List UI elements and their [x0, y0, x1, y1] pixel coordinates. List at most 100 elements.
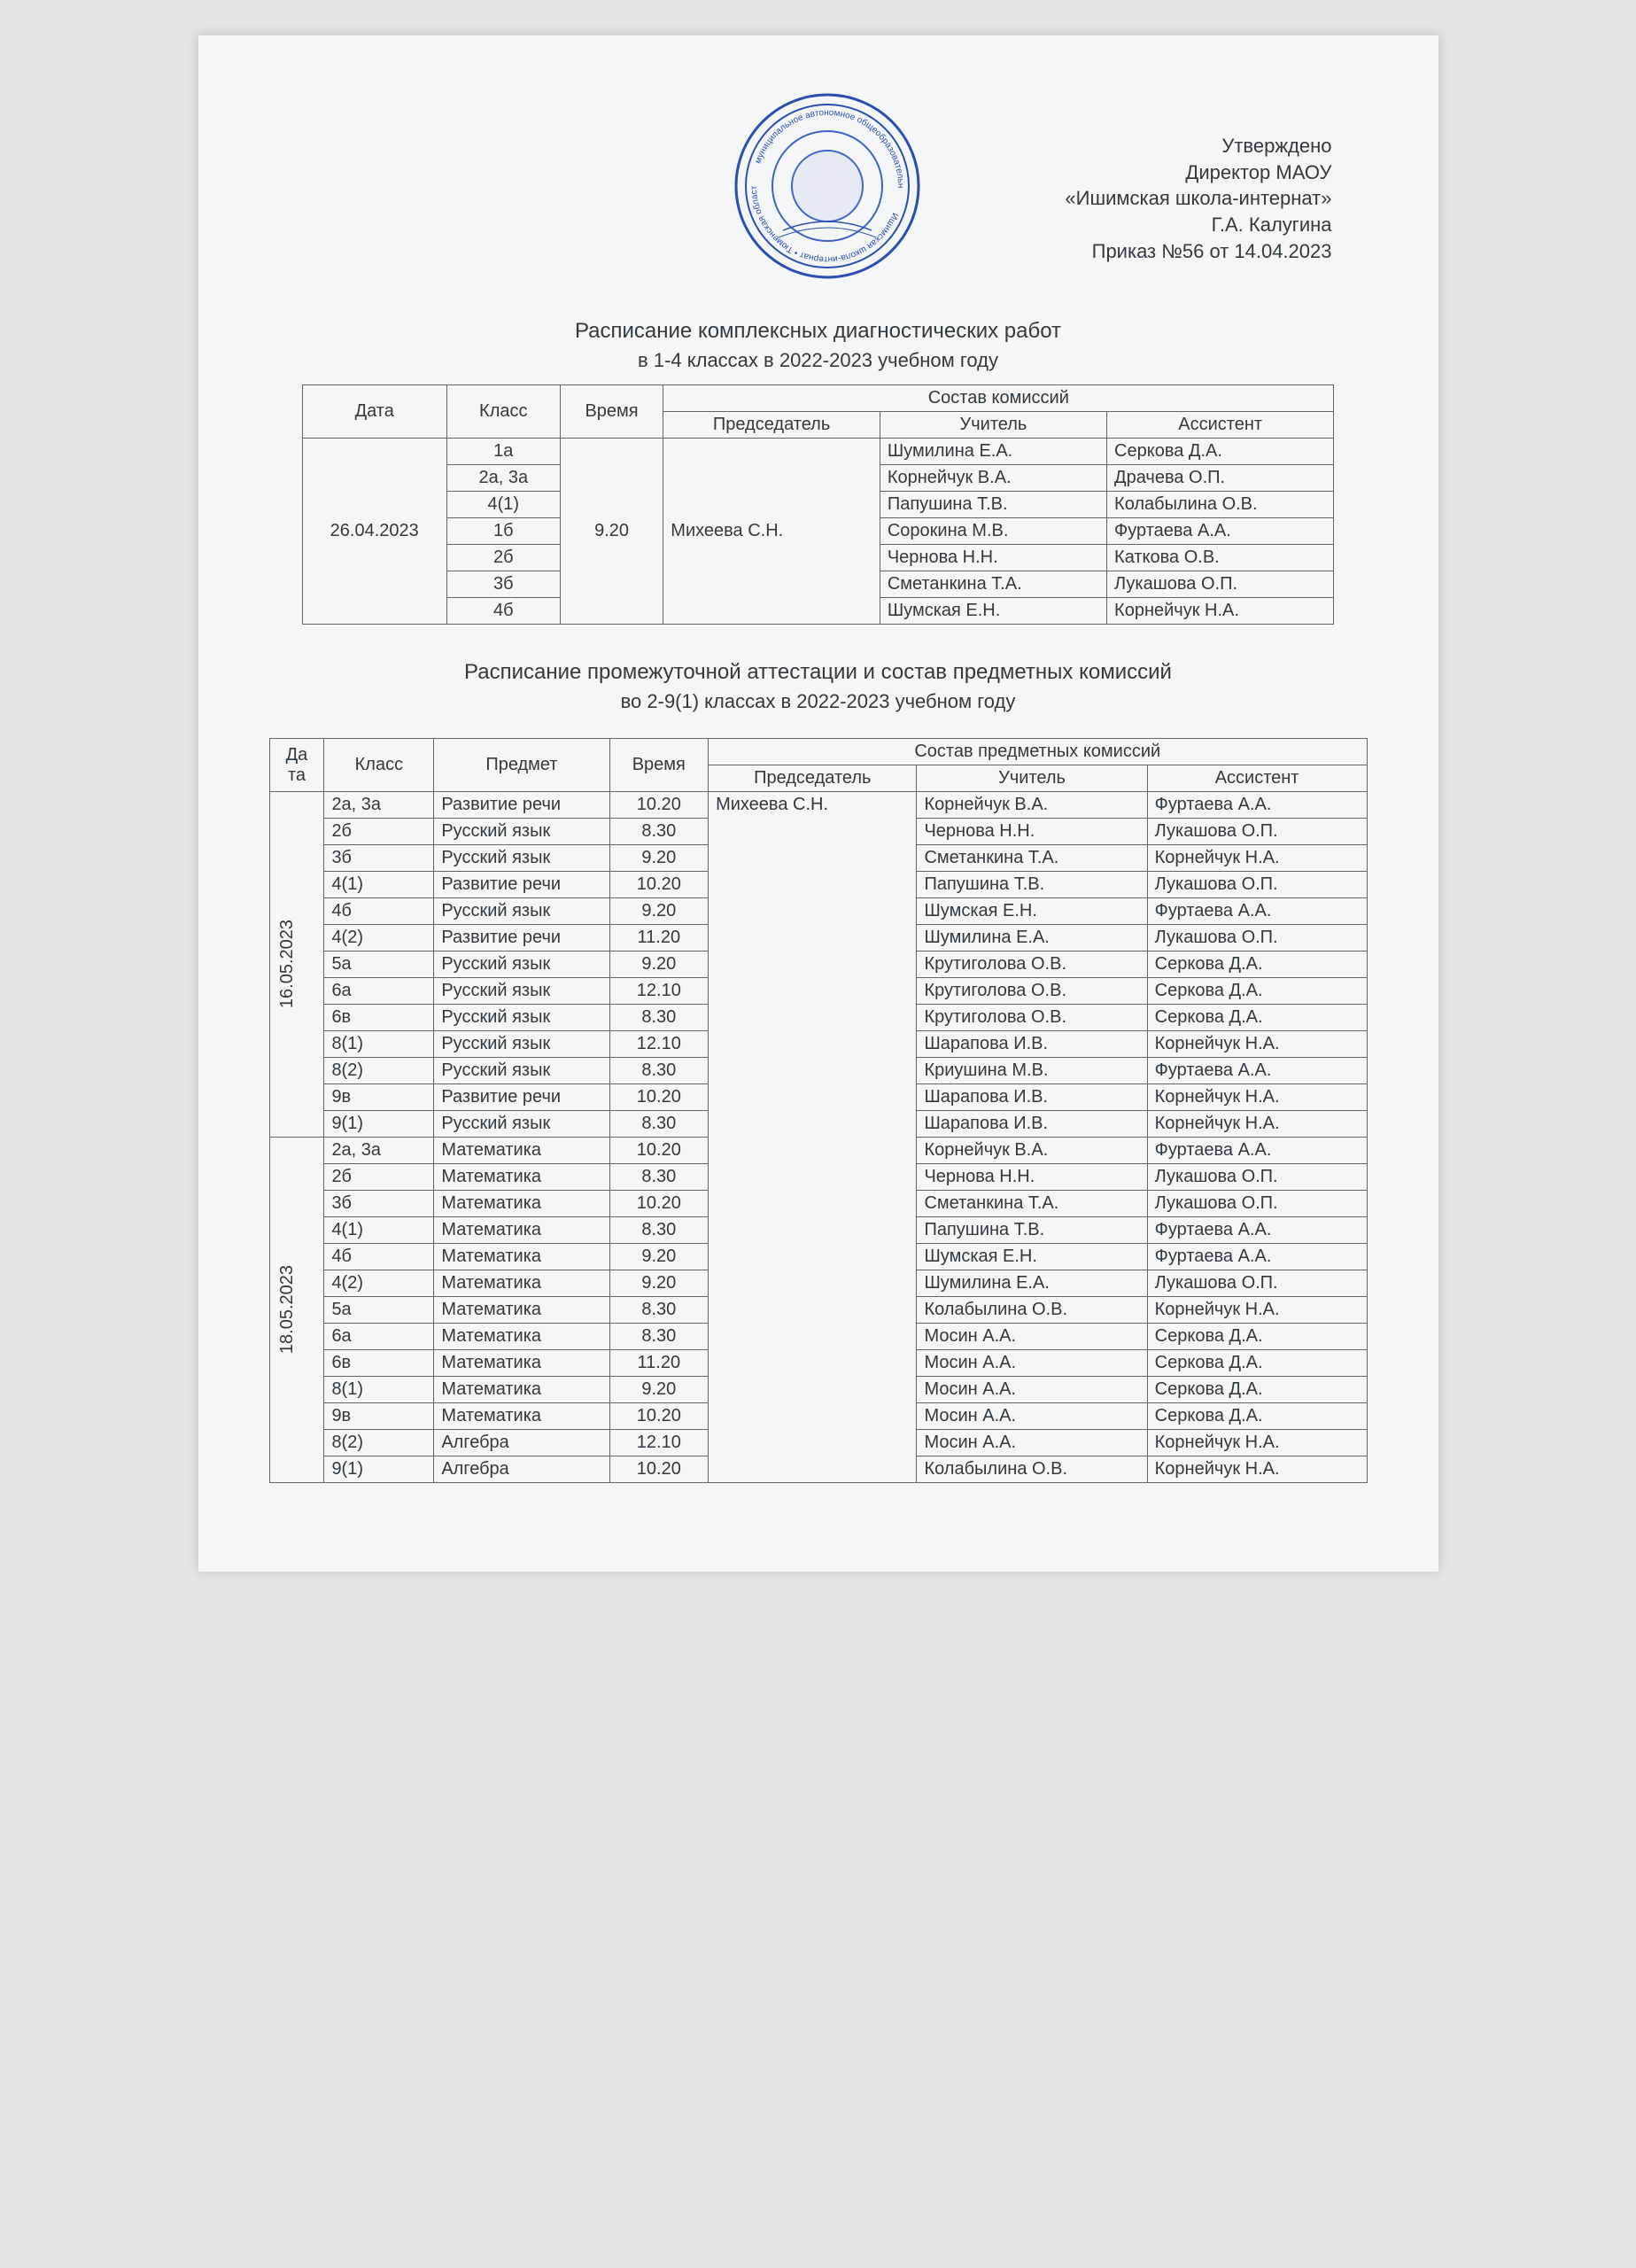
cell-teacher: Шумская Е.Н.	[917, 1244, 1147, 1270]
cell-time: 12.10	[609, 978, 709, 1005]
cell-chair: Михеева С.Н.	[663, 439, 880, 625]
cell-class: 6а	[324, 1324, 434, 1350]
cell-teacher: Шумилина Е.А.	[917, 1270, 1147, 1297]
col-time: Время	[560, 385, 663, 439]
cell-teacher: Шумилина Е.А.	[917, 925, 1147, 951]
cell-class: 4(1)	[324, 872, 434, 898]
cell-subject: Русский язык	[434, 1005, 609, 1031]
cell-class: 8(1)	[324, 1031, 434, 1058]
cell-subject: Развитие речи	[434, 1084, 609, 1111]
cell-teacher: Шумская Е.Н.	[880, 598, 1106, 625]
cell-time: 11.20	[609, 925, 709, 951]
cell-class: 2а, 3а	[324, 1138, 434, 1164]
cell-teacher: Чернова Н.Н.	[917, 1164, 1147, 1191]
cell-date: 16.05.2023	[269, 792, 324, 1138]
section1-subtitle: в 1-4 классах в 2022-2023 учебном году	[269, 349, 1368, 372]
cell-subject: Математика	[434, 1191, 609, 1217]
cell-date: 18.05.2023	[269, 1138, 324, 1483]
cell-teacher: Папушина Т.В.	[917, 872, 1147, 898]
cell-class: 2а, 3а	[446, 465, 560, 492]
cell-time: 9.20	[609, 845, 709, 872]
cell-teacher: Шумская Е.Н.	[917, 898, 1147, 925]
cell-teacher: Шарапова И.В.	[917, 1111, 1147, 1138]
cell-teacher: Чернова Н.Н.	[880, 545, 1106, 571]
cell-subject: Математика	[434, 1350, 609, 1377]
cell-teacher: Крутиголова О.В.	[917, 951, 1147, 978]
cell-assistant: Фуртаева А.А.	[1147, 1058, 1367, 1084]
cell-class: 5а	[324, 1297, 434, 1324]
cell-assistant: Серкова Д.А.	[1147, 1324, 1367, 1350]
cell-assistant: Серкова Д.А.	[1107, 439, 1334, 465]
cell-time: 10.20	[609, 1456, 709, 1483]
cell-teacher: Чернова Н.Н.	[917, 819, 1147, 845]
cell-teacher: Криушина М.В.	[917, 1058, 1147, 1084]
cell-subject: Математика	[434, 1324, 609, 1350]
cell-subject: Развитие речи	[434, 925, 609, 951]
cell-teacher: Шумилина Е.А.	[880, 439, 1106, 465]
cell-class: 1а	[446, 439, 560, 465]
cell-subject: Русский язык	[434, 1058, 609, 1084]
cell-time: 10.20	[609, 1403, 709, 1430]
approval-line: Приказ №56 от 14.04.2023	[1065, 238, 1331, 265]
col-assistant: Ассистент	[1107, 412, 1334, 439]
cell-class: 4б	[324, 898, 434, 925]
cell-class: 2б	[324, 819, 434, 845]
cell-class: 3б	[324, 1191, 434, 1217]
cell-subject: Русский язык	[434, 978, 609, 1005]
cell-teacher: Шарапова И.В.	[917, 1084, 1147, 1111]
cell-teacher: Крутиголова О.В.	[917, 978, 1147, 1005]
cell-teacher: Шарапова И.В.	[917, 1031, 1147, 1058]
cell-class: 6в	[324, 1350, 434, 1377]
attest-table: Да та Класс Предмет Время Состав предмет…	[269, 738, 1368, 1483]
cell-time: 9.20	[609, 1377, 709, 1403]
cell-teacher: Корнейчук В.А.	[917, 1138, 1147, 1164]
cell-assistant: Драчева О.П.	[1107, 465, 1334, 492]
cell-chair: Михеева С.Н.	[709, 792, 917, 1483]
cell-assistant: Фуртаева А.А.	[1107, 518, 1334, 545]
table-header-row: Да та Класс Предмет Время Состав предмет…	[269, 739, 1367, 765]
cell-subject: Русский язык	[434, 951, 609, 978]
col-date: Да та	[269, 739, 324, 792]
cell-class: 3б	[446, 571, 560, 598]
cell-date: 26.04.2023	[302, 439, 446, 625]
cell-subject: Развитие речи	[434, 792, 609, 819]
cell-time: 8.30	[609, 1005, 709, 1031]
cell-assistant: Корнейчук Н.А.	[1147, 1297, 1367, 1324]
cell-assistant: Серкова Д.А.	[1147, 1005, 1367, 1031]
cell-assistant: Корнейчук Н.А.	[1147, 1084, 1367, 1111]
cell-subject: Математика	[434, 1217, 609, 1244]
cell-class: 9(1)	[324, 1111, 434, 1138]
cell-assistant: Серкова Д.А.	[1147, 951, 1367, 978]
cell-assistant: Лукашова О.П.	[1147, 925, 1367, 951]
cell-time: 8.30	[609, 819, 709, 845]
col-chair: Председатель	[709, 765, 917, 792]
col-time: Время	[609, 739, 709, 792]
cell-subject: Алгебра	[434, 1430, 609, 1456]
document-page: муниципальное автономное общеобразовател…	[198, 35, 1438, 1572]
cell-subject: Математика	[434, 1164, 609, 1191]
cell-assistant: Лукашова О.П.	[1147, 1164, 1367, 1191]
cell-teacher: Папушина Т.В.	[917, 1217, 1147, 1244]
table-row: 16.05.20232а, 3аРазвитие речи10.20Михеев…	[269, 792, 1367, 819]
section1-title: Расписание комплексных диагностических р…	[269, 319, 1368, 344]
cell-subject: Математика	[434, 1244, 609, 1270]
cell-assistant: Корнейчук Н.А.	[1147, 1031, 1367, 1058]
cell-class: 8(1)	[324, 1377, 434, 1403]
col-commission: Состав предметных комиссий	[709, 739, 1367, 765]
cell-assistant: Лукашова О.П.	[1147, 1270, 1367, 1297]
cell-time: 9.20	[560, 439, 663, 625]
cell-teacher: Корнейчук В.А.	[917, 792, 1147, 819]
col-class: Класс	[446, 385, 560, 439]
cell-subject: Математика	[434, 1403, 609, 1430]
cell-assistant: Корнейчук Н.А.	[1147, 1111, 1367, 1138]
cell-class: 1б	[446, 518, 560, 545]
cell-teacher: Сметанкина Т.А.	[880, 571, 1106, 598]
cell-class: 4(1)	[446, 492, 560, 518]
cell-teacher: Корнейчук В.А.	[880, 465, 1106, 492]
cell-time: 8.30	[609, 1297, 709, 1324]
cell-subject: Русский язык	[434, 1111, 609, 1138]
cell-time: 12.10	[609, 1031, 709, 1058]
col-assistant: Ассистент	[1147, 765, 1367, 792]
cell-time: 12.10	[609, 1430, 709, 1456]
cell-assistant: Серкова Д.А.	[1147, 1377, 1367, 1403]
